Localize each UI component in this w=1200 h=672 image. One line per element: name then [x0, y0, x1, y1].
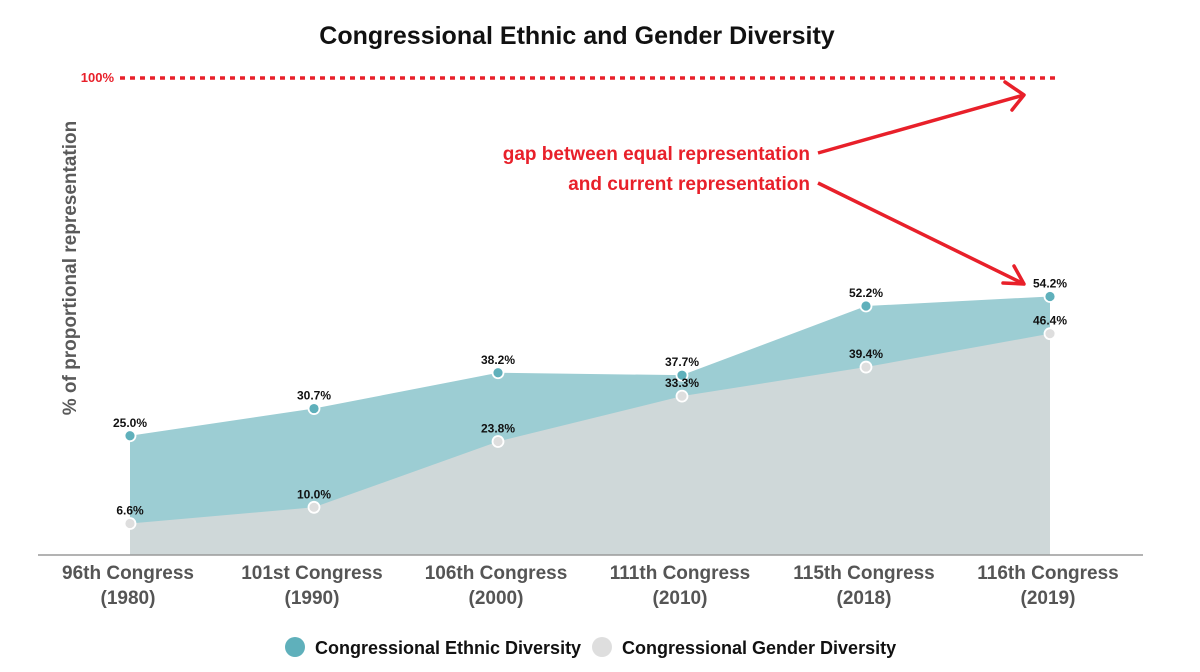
reference-layer: 100%: [81, 70, 1060, 85]
legend: Congressional Ethnic Diversity Congressi…: [285, 637, 896, 658]
legend-swatch-ethnic: [285, 637, 305, 657]
annotation-line-1: gap between equal representation: [503, 144, 810, 165]
annotation-arrow-down: [817, 181, 1025, 286]
marker-ethnic-3: [675, 368, 689, 382]
x-tick-label-5-0: 116th Congress: [977, 563, 1119, 584]
area-gender: [130, 333, 1050, 555]
legend-swatch-gender: [592, 637, 612, 657]
data-label-ethnic-3: 37.7%: [665, 355, 699, 369]
data-label-ethnic-4: 52.2%: [849, 286, 883, 300]
legend-label-gender: Congressional Gender Diversity: [622, 638, 896, 658]
x-tick-label-1-0: 101st Congress: [241, 563, 383, 584]
data-label-ethnic-0: 25.0%: [113, 416, 147, 430]
x-tick-label-1-1: (1990): [285, 588, 340, 609]
data-label-gender-0: 6.6%: [116, 504, 144, 518]
marker-ethnic-2: [491, 366, 505, 380]
data-label-gender-3: 33.3%: [665, 376, 699, 390]
annotation-arrow-up: [817, 93, 1025, 155]
marker-gender-3: [675, 389, 689, 403]
marker-gender-1: [307, 500, 321, 514]
marker-ethnic-1: [307, 402, 321, 415]
marker-gender-0: [123, 517, 137, 530]
x-tick-label-0-0: 96th Congress: [62, 563, 194, 584]
marker-gender-5: [1043, 327, 1057, 341]
data-label-ethnic-2: 38.2%: [481, 353, 515, 367]
marker-ethnic-4: [859, 299, 873, 313]
x-tick-label-2-1: (2000): [469, 588, 524, 609]
x-tick-label-3-0: 111th Congress: [610, 563, 750, 584]
annotation-line-2: and current representation: [568, 174, 810, 195]
data-label-gender-4: 39.4%: [849, 347, 883, 361]
data-label-ethnic-5: 54.2%: [1033, 276, 1067, 290]
x-tick-label-4-0: 115th Congress: [793, 563, 935, 584]
marker-ethnic-5: [1043, 290, 1057, 303]
y-axis-label: % of proportional representation: [60, 121, 81, 416]
data-label-ethnic-1: 30.7%: [297, 389, 331, 403]
annotation-arrowhead-up: [1003, 80, 1026, 112]
marker-gender-4: [859, 360, 873, 374]
legend-label-ethnic: Congressional Ethnic Diversity: [315, 638, 581, 658]
x-tick-label-4-1: (2018): [837, 588, 892, 609]
annotation-group: gap between equal representation and cur…: [503, 80, 1026, 286]
x-tick-label-0-1: (1980): [101, 588, 156, 609]
area-layer: [130, 296, 1050, 555]
annotation-arrowhead-down: [1001, 264, 1026, 286]
reference-line-label: 100%: [81, 70, 115, 85]
data-label-gender-5: 46.4%: [1033, 314, 1067, 328]
marker-layer: [123, 290, 1057, 530]
x-tick-label-2-0: 106th Congress: [425, 563, 568, 584]
data-label-gender-1: 10.0%: [297, 487, 331, 501]
chart-title: Congressional Ethnic and Gender Diversit…: [319, 22, 835, 50]
data-label-gender-2: 23.8%: [481, 421, 515, 435]
data-label-layer: 25.0% 30.7% 38.2% 37.7% 52.2% 54.2% 6.6% 10.0% 2…: [113, 276, 1067, 517]
x-tick-label-3-1: (2010): [653, 588, 708, 609]
marker-gender-2: [491, 435, 505, 448]
x-tick-label-5-1: (2019): [1021, 588, 1076, 609]
marker-ethnic-0: [123, 429, 137, 443]
x-tick-layer: 96th Congress (1980) 101st Congress (1990) 1…: [62, 563, 1119, 609]
